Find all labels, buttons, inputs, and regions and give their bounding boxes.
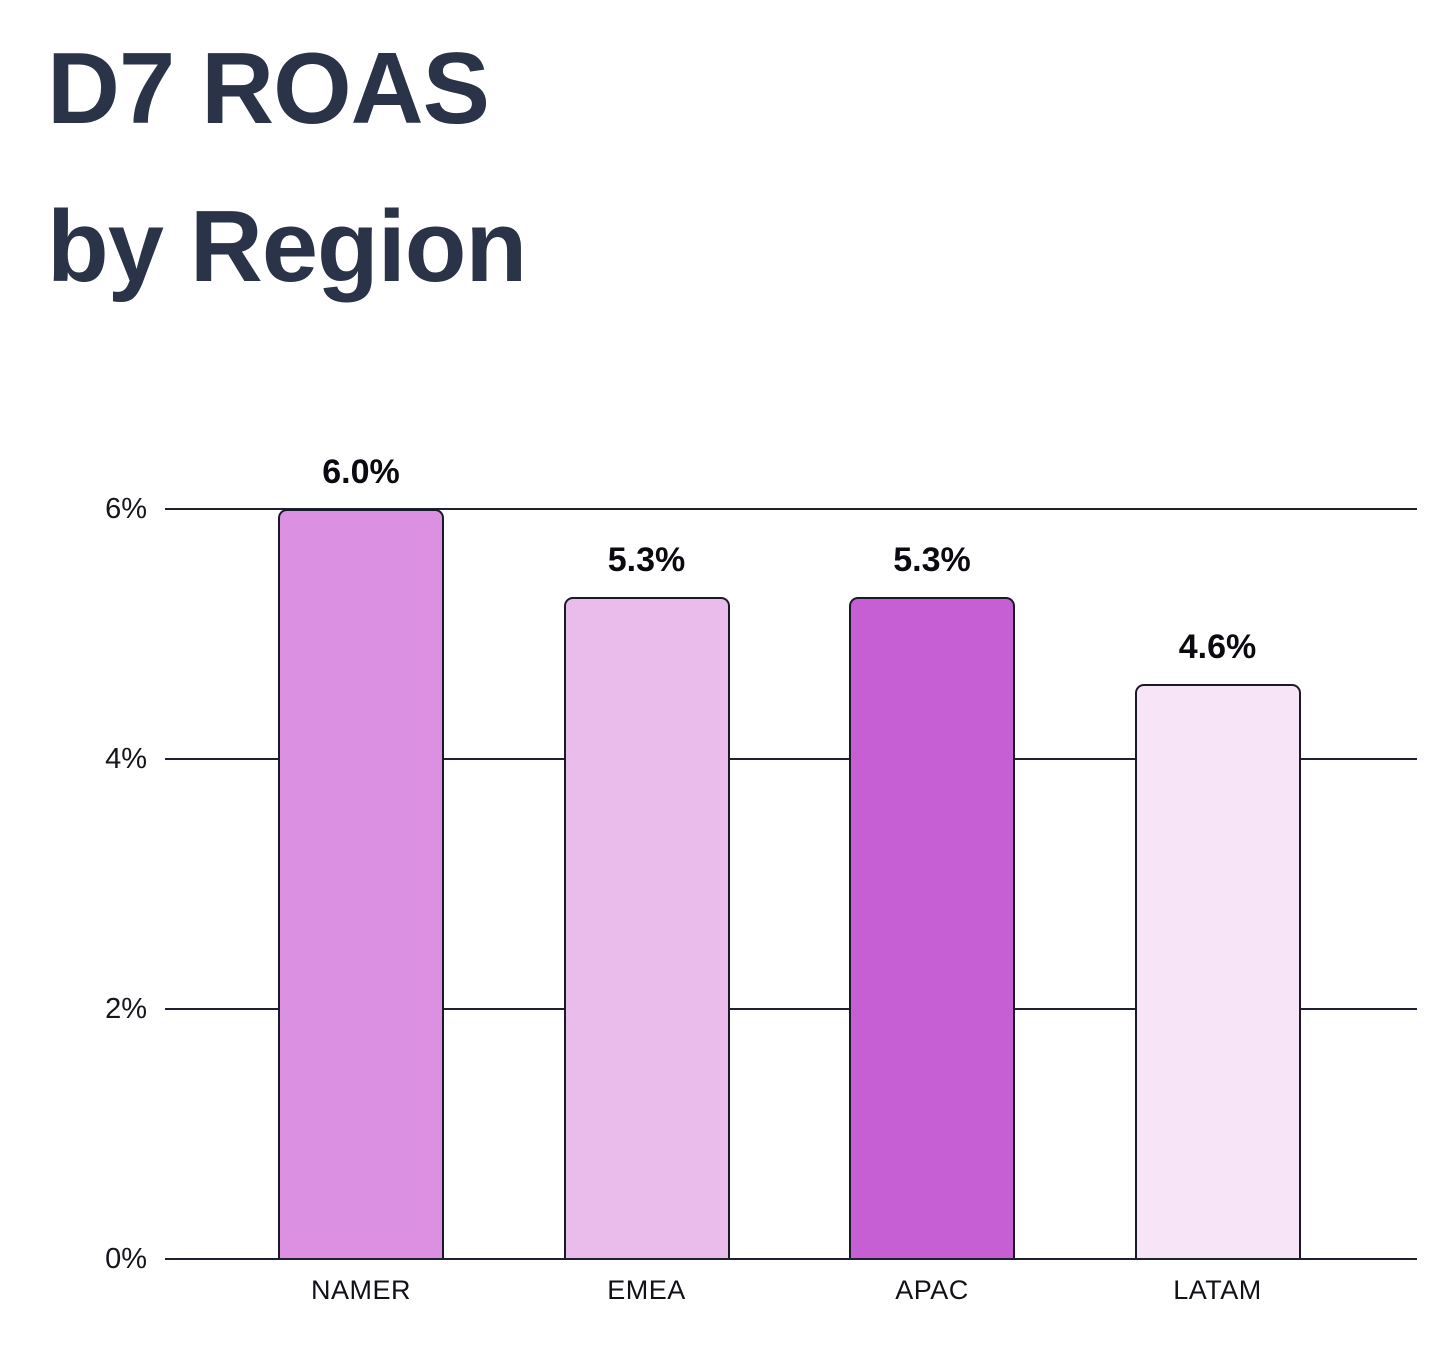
- y-tick-label-0pct: 0%: [105, 1243, 147, 1275]
- chart-title: D7 ROAS by Region: [47, 10, 527, 326]
- gridline-0pct: [165, 1258, 1417, 1260]
- bar-emea: [563, 596, 730, 1259]
- bar-value-label-emea: 5.3%: [607, 540, 686, 579]
- x-axis-label-apac: APAC: [895, 1275, 969, 1305]
- bar-latam: [1134, 684, 1301, 1259]
- gridline-2pct: [165, 1008, 1417, 1010]
- y-tick-label-4pct: 4%: [105, 743, 147, 775]
- bar-apac: [849, 596, 1015, 1259]
- bar-namer: [278, 509, 444, 1259]
- x-axis-label-latam: LATAM: [1173, 1275, 1262, 1305]
- chart-title-line2: by Region: [47, 191, 527, 303]
- bar-value-label-namer: 6.0%: [322, 453, 400, 491]
- x-axis-label-emea: EMEA: [607, 1275, 686, 1305]
- y-tick-label-2pct: 2%: [105, 993, 147, 1025]
- y-tick-label-6pct: 6%: [105, 493, 147, 525]
- gridline-4pct: [165, 758, 1417, 760]
- gridline-6pct: [165, 508, 1417, 510]
- bar-value-label-apac: 5.3%: [893, 540, 971, 579]
- bar-value-label-latam: 4.6%: [1178, 628, 1257, 666]
- chart-title-line1: D7 ROAS: [47, 33, 490, 145]
- x-axis-label-namer: NAMER: [310, 1275, 411, 1305]
